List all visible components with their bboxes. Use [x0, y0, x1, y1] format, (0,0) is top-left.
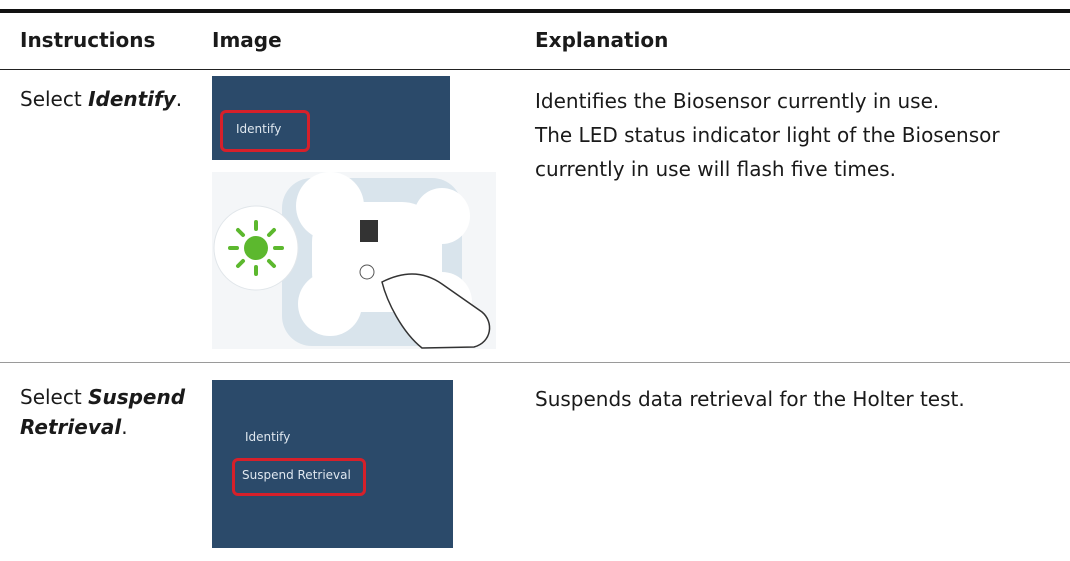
instruction-text: Select	[20, 385, 89, 409]
instruction-text: Select	[20, 87, 89, 111]
menu-item: Identify	[236, 122, 282, 136]
selection-highlight	[220, 110, 310, 152]
top-rule	[0, 9, 1070, 13]
explanation: Suspends data retrieval for the Holter t…	[535, 382, 1055, 416]
menu-item: Identify	[245, 430, 291, 444]
header-cell: Explanation	[535, 28, 669, 52]
instruction: Select Identify.	[20, 84, 195, 114]
screenshot-panel: Identify Suspend Retrieval	[212, 380, 453, 548]
instruction-emphasis: Suspend Retrieval	[20, 385, 186, 439]
explanation-line: Suspends data retrieval for the Holter t…	[535, 387, 965, 411]
menu-item: Suspend Retrieval	[242, 468, 351, 482]
instruction-text: .	[175, 87, 183, 111]
header-cell: Image	[212, 28, 282, 52]
explanation-line: Identifies the Biosensor currently in us…	[535, 89, 940, 113]
selection-highlight	[232, 458, 366, 496]
screenshot-panel: Identify	[212, 76, 450, 160]
row-rule	[0, 362, 1070, 363]
device-illustration	[212, 172, 496, 349]
explanation-line: The LED status indicator light of the Bi…	[535, 123, 1000, 181]
header-cell: Instructions	[20, 28, 156, 52]
instruction-emphasis: Identify	[88, 87, 176, 111]
instruction-text: .	[121, 415, 128, 439]
header-rule	[0, 69, 1070, 70]
instruction: Select Suspend Retrieval.	[20, 382, 195, 442]
explanation: Identifies the Biosensor currently in us…	[535, 84, 1055, 186]
